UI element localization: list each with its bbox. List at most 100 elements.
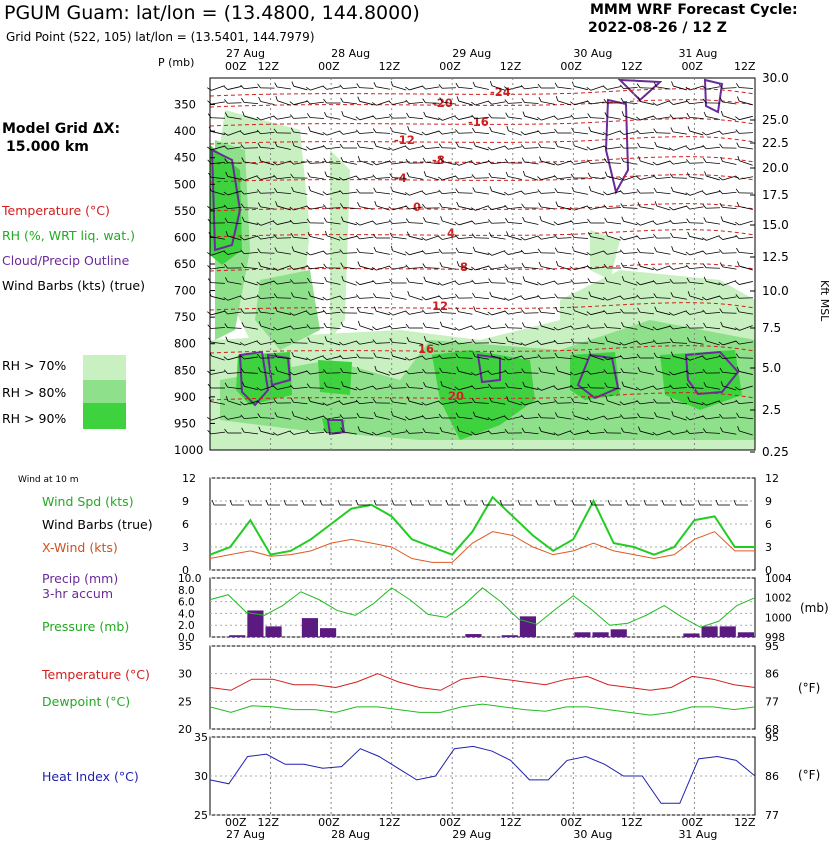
wind-barb <box>439 216 456 225</box>
wind-barb-staff <box>310 86 323 90</box>
precip-bar <box>320 628 336 637</box>
wind-barb <box>571 141 588 150</box>
wind-barb-flag <box>456 202 460 207</box>
wind-barb-staff <box>475 146 488 150</box>
wind-barb-flag <box>505 113 509 117</box>
wind-barb-flag <box>439 322 443 327</box>
wind-barb-staff <box>244 102 258 103</box>
wind-barb-staff <box>475 192 489 194</box>
wind-barb-flag <box>324 264 327 268</box>
wind-barb <box>340 84 357 89</box>
wind-barb-flag <box>423 263 426 267</box>
wind-barb-flag <box>405 191 409 196</box>
wind-barb <box>488 323 505 328</box>
legend-wind-speed: Wind Spd (kts) <box>42 494 134 509</box>
wind-barb <box>735 173 752 180</box>
wind-barb-flag <box>207 100 211 104</box>
wind-barb <box>687 219 704 224</box>
wind-barb-staff <box>310 251 323 255</box>
legend-temperature: Temperature (°C) <box>2 203 110 218</box>
wind-barb-flag <box>587 86 591 91</box>
wind-barb-flag <box>241 98 244 102</box>
wind-barb-flag <box>372 220 376 224</box>
surface-wind-barb-flag <box>482 500 484 505</box>
wind-barb <box>291 82 308 90</box>
wind-barb-staff <box>624 162 638 164</box>
wind-tick-left: 9 <box>182 495 189 508</box>
wind-barb <box>736 83 753 88</box>
wind-barb-flag <box>357 308 361 312</box>
wind-barb <box>356 129 373 134</box>
wind-barb-staff <box>508 222 522 223</box>
wind-barb <box>537 233 554 240</box>
pressure-tick-label: 1000 <box>174 443 203 457</box>
wind-barb-flag <box>504 297 508 302</box>
wind-barb-flag <box>373 142 377 147</box>
wind-barb-staff <box>558 238 572 239</box>
wind-barb <box>505 203 522 209</box>
wind-barb-flag <box>537 116 541 121</box>
wind-barb <box>423 263 440 268</box>
wind-barb <box>356 294 373 299</box>
wind-barb <box>390 81 407 90</box>
wind-barb-staff <box>541 193 555 194</box>
wind-barb <box>439 84 456 89</box>
wind-barb-staff <box>376 252 390 255</box>
wind-barb-staff <box>558 101 571 105</box>
wind-barb-staff <box>244 87 258 88</box>
wind-barb-staff <box>640 177 654 180</box>
wind-barb <box>307 232 324 239</box>
wind-barb-flag <box>439 203 442 207</box>
wind-barb-staff <box>492 296 506 299</box>
wind-barb <box>438 277 455 286</box>
wind-barb <box>488 158 505 164</box>
wind-barb <box>472 82 489 89</box>
date-label-top: 29 Aug <box>452 47 491 60</box>
wind-barb-flag <box>653 102 657 107</box>
wind-barb-staff <box>360 281 374 284</box>
wind-barb-flag <box>423 112 427 117</box>
wind-barb <box>472 234 489 239</box>
wind-barb-flag <box>670 187 674 192</box>
wind-barb <box>719 172 736 181</box>
height-tick-label: 20.0 <box>762 161 789 175</box>
wind-barb-staff <box>723 207 737 208</box>
wind-barb-flag <box>654 129 657 133</box>
kft-axis-label: Kft MSL <box>818 280 831 322</box>
wind-barb-staff <box>706 87 720 89</box>
wind-barb-staff <box>673 251 686 255</box>
wind-barb-staff <box>591 86 604 91</box>
legend-x-wind: X-Wind (kts) <box>42 540 118 555</box>
wind-barb <box>653 218 670 225</box>
wind-barb-flag <box>720 111 724 116</box>
wind-barb-staff <box>426 87 440 89</box>
wind-barb-staff <box>558 147 572 150</box>
wind-barb <box>521 309 538 314</box>
wind-barb <box>522 98 539 103</box>
wind-barb <box>720 216 737 225</box>
wind-barb-flag <box>670 174 673 178</box>
wind-barb <box>538 293 555 299</box>
wind-barb <box>702 188 719 196</box>
wind-barb <box>356 233 373 239</box>
wind-barb <box>439 322 456 330</box>
wind-barb-staff <box>294 101 308 104</box>
wind-barb-flag <box>456 96 460 101</box>
wind-barb <box>439 188 456 193</box>
wind-barb-flag <box>637 262 641 267</box>
wind-barb <box>406 264 423 269</box>
wind-barb-staff <box>211 86 224 91</box>
legend-wind-barbs: Wind Barbs (kts) (true) <box>2 278 145 293</box>
wind-barb-staff <box>541 148 555 149</box>
wind-barb <box>489 292 506 300</box>
wind-barb-flag <box>637 84 640 88</box>
wind-barb <box>405 308 422 315</box>
wind-barb-staff <box>376 282 390 284</box>
wind-barb <box>720 98 737 104</box>
wind-barb <box>472 247 489 255</box>
wind-barb-flag <box>307 173 311 177</box>
wind-barb <box>357 143 374 149</box>
wind-barb-flag <box>308 186 312 191</box>
wind-barb-staff <box>360 312 374 314</box>
wind-barb <box>340 144 357 148</box>
